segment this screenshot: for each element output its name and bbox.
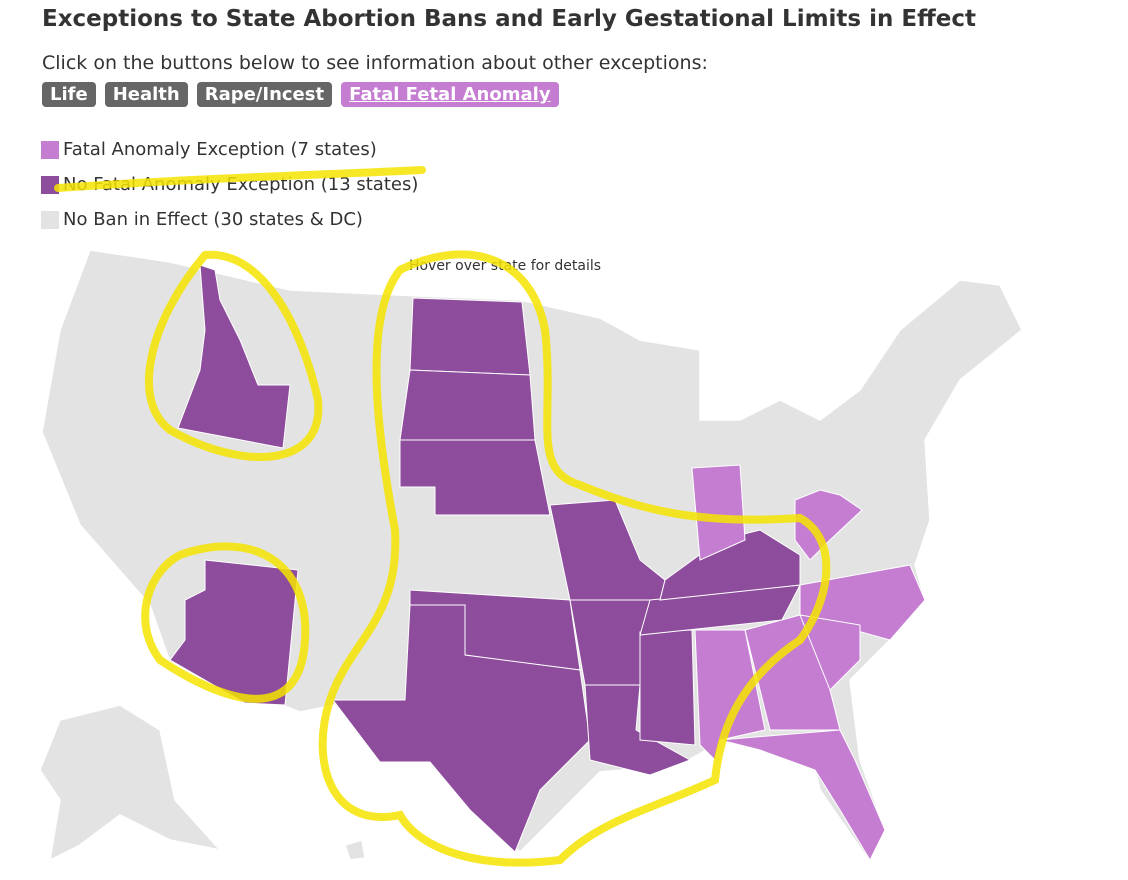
instruction: Click on the buttons below to see inform… — [42, 52, 708, 74]
state-georgia — [744, 614, 841, 731]
legend-label: No Ban in Effect (30 states & DC) — [63, 209, 363, 230]
state-north-dakota — [409, 297, 531, 376]
legend-item: No Ban in Effect (30 states & DC) — [41, 202, 418, 237]
state-idaho — [177, 264, 291, 449]
highlight-central — [318, 250, 831, 867]
highlight-idaho — [145, 250, 323, 462]
filter-button[interactable]: Fatal Fetal Anomaly — [341, 82, 559, 107]
filter-button[interactable]: Rape/Incest — [196, 82, 333, 107]
button-group: Life Health Rape/Incest Fatal Fetal Anomaly — [42, 82, 559, 107]
state-south-dakota — [399, 369, 536, 441]
highlight-arizona — [141, 542, 310, 703]
state-mississippi — [639, 629, 696, 746]
state-nebraska — [399, 439, 551, 516]
state-arizona — [169, 559, 299, 706]
state-florida — [719, 729, 886, 862]
legend-swatch — [41, 210, 59, 229]
state-indiana — [691, 464, 746, 561]
hawaii — [344, 839, 366, 861]
title: Exceptions to State Abortion Bans and Ea… — [42, 6, 976, 32]
legend-label: Fatal Anomaly Exception (7 states) — [63, 139, 377, 160]
legend-item: Fatal Anomaly Exception (7 states) — [41, 132, 418, 167]
state-west-virginia — [794, 489, 863, 561]
filter-button[interactable]: Health — [104, 82, 188, 107]
alaska — [39, 704, 223, 862]
legend-swatch — [41, 140, 59, 159]
filter-button[interactable]: Life — [42, 82, 96, 107]
highlight-legend — [54, 166, 426, 192]
